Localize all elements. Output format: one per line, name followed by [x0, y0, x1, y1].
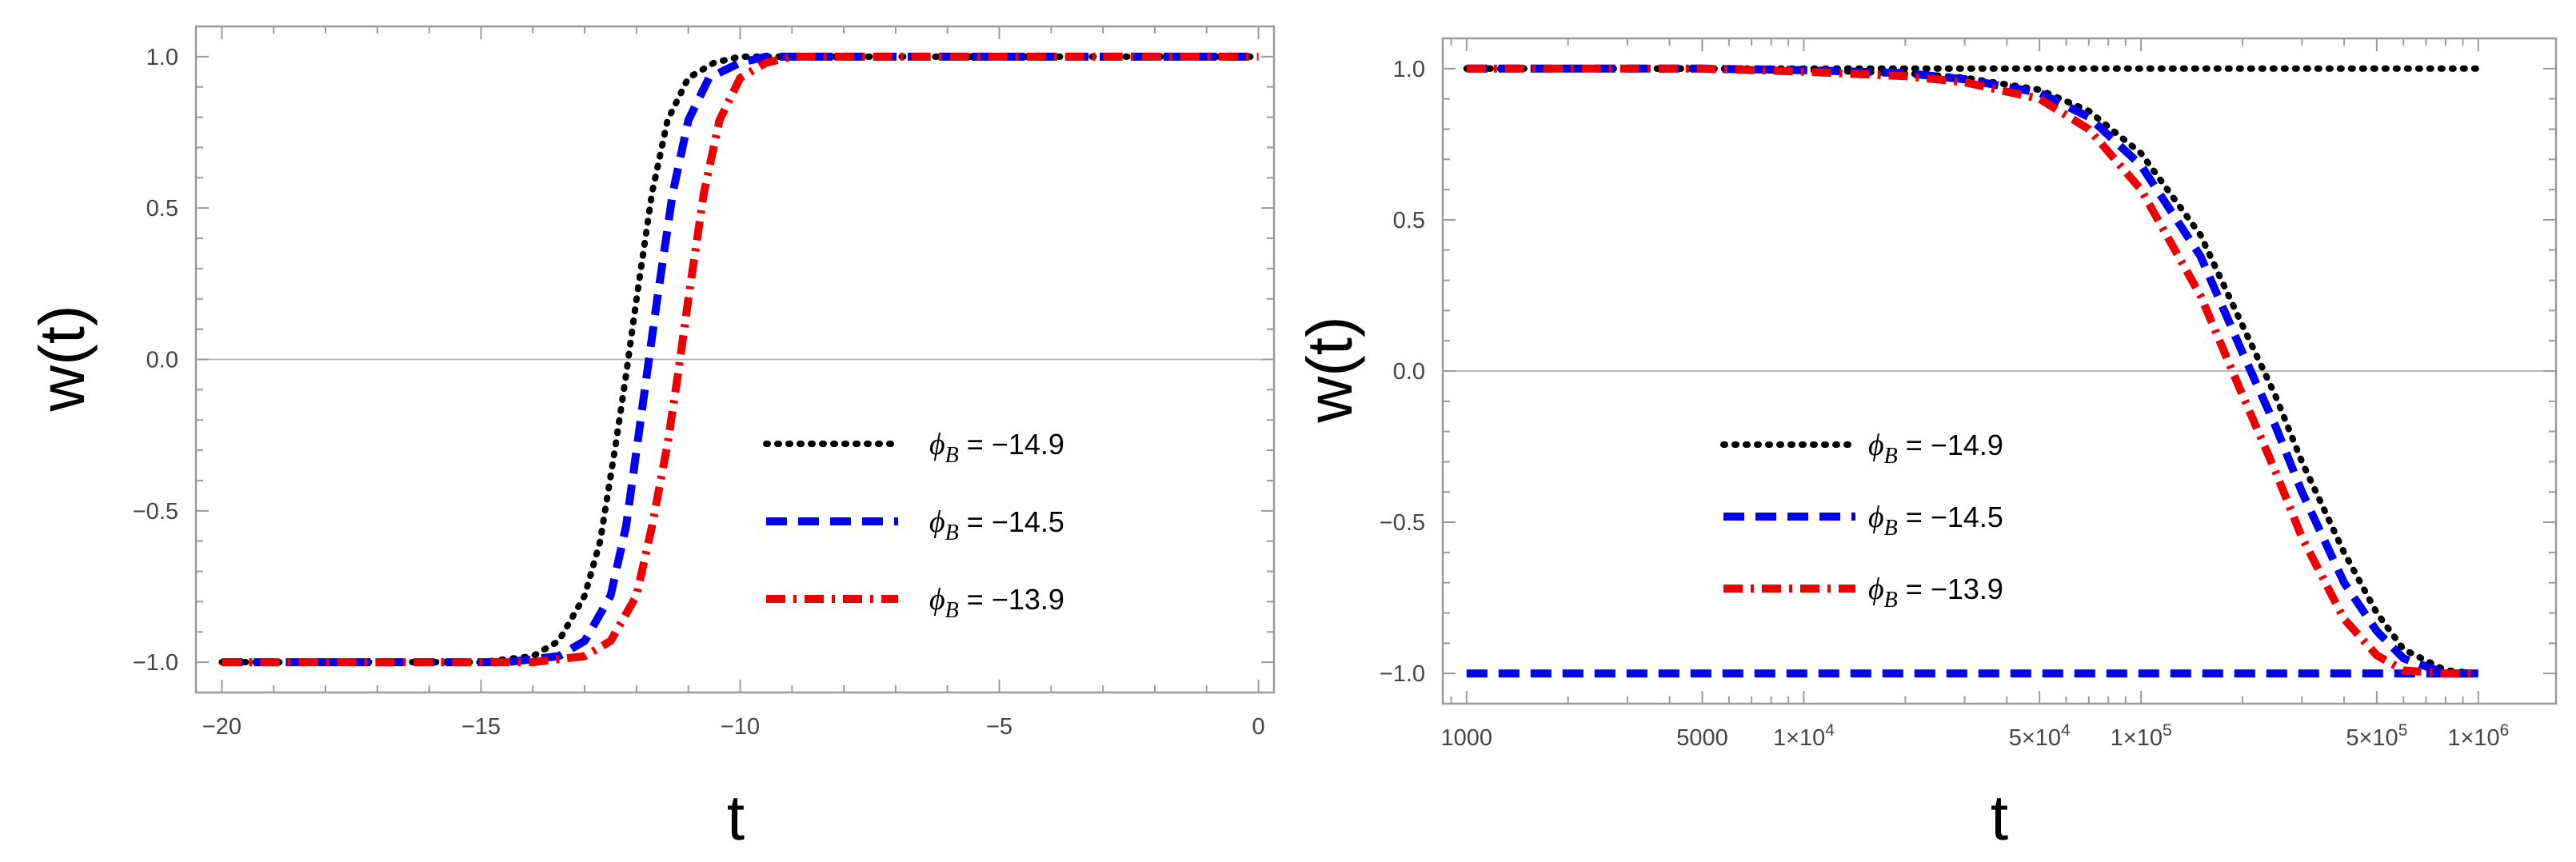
x-tick-label: 5000 — [1676, 725, 1728, 751]
x-axis-label: t — [727, 782, 745, 853]
chart-panel-1: −20 −15 −10 −5 0 1.0 0.5 0.0 −0.5 −1.0 t w(t) ϕB = −… — [26, 25, 1276, 853]
y-tick-label: −1.0 — [133, 650, 178, 676]
legend: ϕB = −14.9 ϕB = −14.5 ϕB = −13.9 — [1720, 429, 2003, 613]
series-line — [1463, 65, 2482, 677]
x-tick-label: −5 — [986, 714, 1012, 740]
y-tick-label: 0.0 — [1393, 359, 1425, 385]
y-tick-label: 1.0 — [146, 45, 178, 70]
legend-label: ϕB = −14.5 — [1868, 501, 2003, 541]
y-tick-label: 0.5 — [146, 196, 178, 221]
series-line — [222, 52, 1259, 667]
minor-ticks — [1443, 38, 2556, 704]
series-line — [1466, 64, 2478, 678]
x-tick-label: −10 — [721, 714, 760, 740]
x-tick-label: −20 — [202, 714, 242, 740]
y-tick-label: −1.0 — [1380, 661, 1425, 687]
y-tick-label: −0.5 — [133, 499, 178, 525]
y-tick-label: 0.0 — [146, 348, 178, 373]
y-axis-label: w(t) — [1294, 316, 1365, 423]
legend-label: ϕB = −14.9 — [929, 428, 1064, 468]
x-tick-label: 1×106 — [2447, 721, 2509, 751]
series-line — [218, 53, 1262, 666]
x-tick-label: 1000 — [1441, 725, 1493, 751]
x-tick-label: 1×105 — [2111, 721, 2172, 751]
y-tick-label: 0.5 — [1393, 208, 1425, 233]
series-line — [222, 52, 1259, 667]
x-axis-label: t — [1991, 782, 2008, 853]
x-tick-label: −15 — [461, 714, 501, 740]
x-tick-label: 0 — [1252, 714, 1264, 740]
x-tick-label: 5×104 — [2009, 721, 2071, 751]
chart-panel-2: 1000 5000 1×104 5×104 1×105 5×105 1×106 1.0 0.5 0… — [1294, 37, 2558, 853]
legend-label: ϕB = −13.9 — [1868, 573, 2003, 613]
minor-ticks — [196, 26, 1274, 692]
x-tick-label: 1×104 — [1773, 721, 1835, 751]
y-axis-label: w(t) — [26, 305, 98, 412]
y-tick-label: 1.0 — [1393, 57, 1425, 82]
series-line — [1466, 64, 2478, 678]
y-tick-label: −0.5 — [1380, 510, 1425, 536]
legend-label: ϕB = −14.9 — [1868, 429, 2003, 469]
x-tick-label: 5×105 — [2346, 721, 2407, 751]
legend-label: ϕB = −13.9 — [929, 583, 1064, 623]
legend-label: ϕB = −14.5 — [929, 505, 1064, 545]
legend: ϕB = −14.9 ϕB = −14.5 ϕB = −13.9 — [763, 428, 1064, 623]
